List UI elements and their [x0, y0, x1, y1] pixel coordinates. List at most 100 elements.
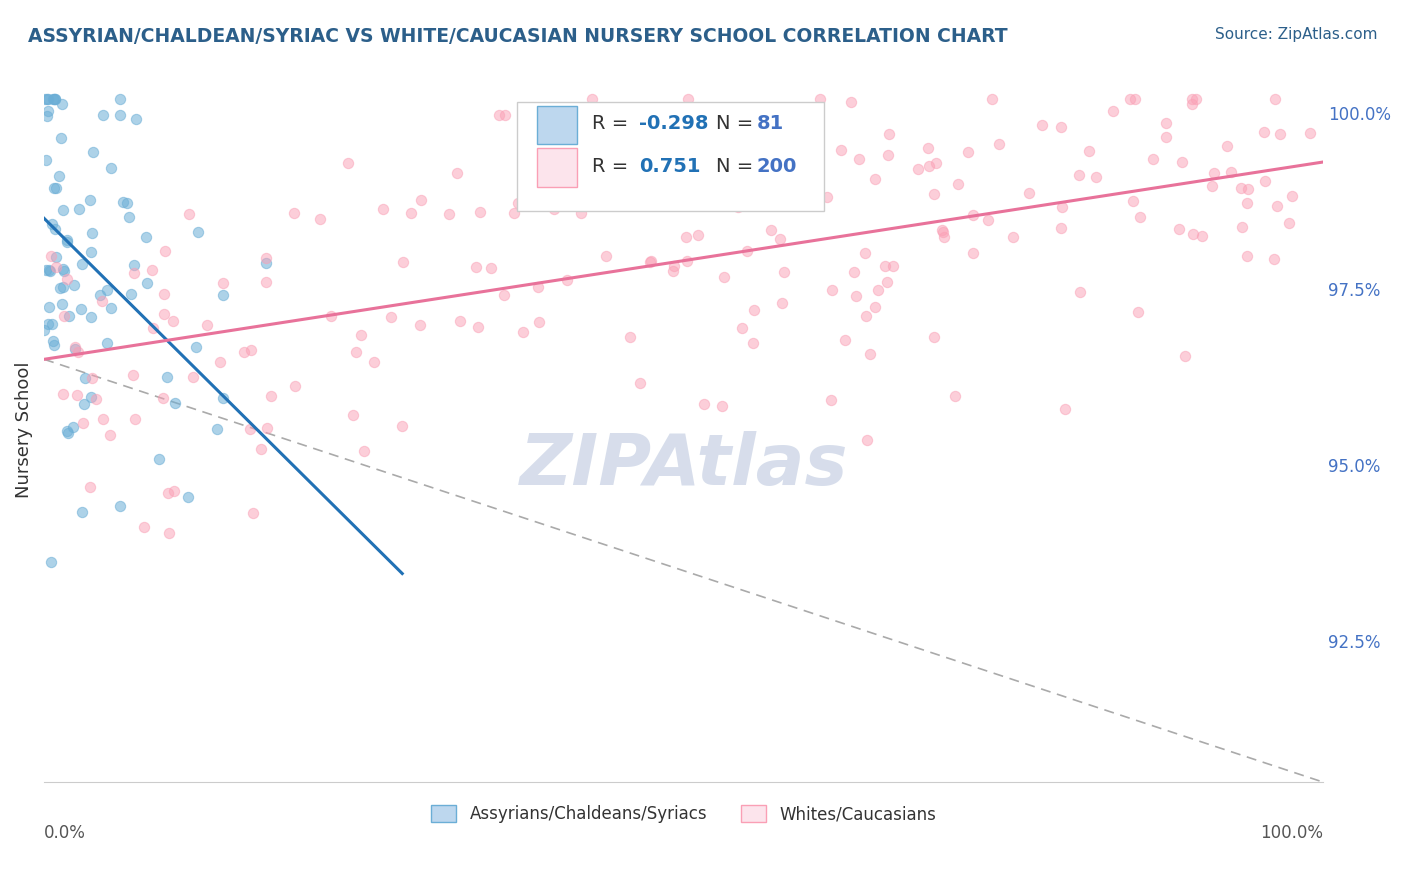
Point [38, 263, 60, 277]
Point [924, 155, 946, 169]
Text: 200: 200 [756, 157, 797, 177]
Point [195, 318, 218, 332]
Point [834, 333, 856, 347]
Point [42, 181, 65, 195]
Text: Source: ZipAtlas.com: Source: ZipAtlas.com [1215, 27, 1378, 42]
Point [51, 296, 73, 310]
Point [1049, 221, 1071, 235]
Point [208, 355, 231, 369]
Point [73, 371, 96, 385]
Point [239, 343, 262, 358]
Point [242, 506, 264, 520]
Point [34, 92, 56, 106]
Point [399, 206, 422, 220]
Point [987, 136, 1010, 151]
Point [932, 229, 955, 244]
Point [44, 338, 66, 352]
Point [62, 277, 84, 292]
Point [745, 176, 768, 190]
Point [676, 92, 699, 106]
Point [121, 368, 143, 383]
Point [676, 253, 699, 268]
Point [957, 145, 980, 159]
Point [640, 253, 662, 268]
Point [688, 228, 710, 243]
Point [39, 249, 62, 263]
Point [38, 300, 60, 314]
Point [439, 207, 461, 221]
Point [115, 195, 138, 210]
Point [742, 336, 765, 351]
Point [124, 266, 146, 280]
Point [1191, 229, 1213, 244]
Legend: Assyrians/Chaldeans/Syriacs, Whites/Caucasians: Assyrians/Chaldeans/Syriacs, Whites/Cauc… [425, 798, 942, 830]
Point [866, 283, 889, 297]
Point [855, 309, 877, 323]
Point [100, 161, 122, 175]
Text: R =: R = [592, 157, 634, 177]
Point [731, 321, 754, 335]
Point [179, 207, 201, 221]
Point [1220, 164, 1243, 178]
Point [163, 483, 186, 498]
Point [162, 314, 184, 328]
Point [239, 422, 262, 436]
Point [135, 230, 157, 244]
FancyBboxPatch shape [517, 102, 824, 211]
Point [470, 204, 492, 219]
Point [1253, 125, 1275, 139]
Point [37, 92, 59, 106]
Point [156, 369, 179, 384]
Point [1230, 181, 1253, 195]
FancyBboxPatch shape [537, 105, 578, 145]
Point [735, 244, 758, 259]
Y-axis label: Nursery School: Nursery School [15, 361, 32, 498]
Point [80, 244, 103, 259]
Point [1123, 92, 1146, 106]
Point [1236, 249, 1258, 263]
Point [350, 328, 373, 343]
Point [876, 276, 898, 290]
Point [35, 92, 58, 106]
Point [841, 95, 863, 109]
Point [52, 309, 75, 323]
Point [492, 287, 515, 301]
Point [124, 112, 146, 127]
Point [363, 354, 385, 368]
Point [44, 222, 66, 236]
Point [153, 244, 176, 259]
Point [700, 118, 723, 132]
Point [770, 296, 793, 310]
Point [51, 387, 73, 401]
Point [141, 263, 163, 277]
Point [65, 343, 87, 357]
Point [845, 289, 868, 303]
Point [1171, 154, 1194, 169]
Point [875, 259, 897, 273]
Point [863, 172, 886, 186]
Point [1119, 92, 1142, 106]
Point [80, 310, 103, 324]
Point [865, 300, 887, 314]
Point [205, 422, 228, 436]
Point [37, 317, 59, 331]
Point [52, 262, 75, 277]
Point [962, 245, 984, 260]
Point [48, 169, 70, 183]
FancyBboxPatch shape [537, 148, 578, 186]
Point [44, 92, 66, 106]
Point [877, 148, 900, 162]
Point [696, 168, 718, 182]
Point [49, 281, 72, 295]
Point [344, 344, 367, 359]
Point [735, 178, 758, 193]
Point [555, 273, 578, 287]
Point [80, 370, 103, 384]
Point [56, 233, 79, 247]
Point [1182, 227, 1205, 241]
Point [79, 480, 101, 494]
Point [856, 433, 879, 447]
Point [882, 259, 904, 273]
Point [124, 258, 146, 272]
Point [342, 408, 364, 422]
